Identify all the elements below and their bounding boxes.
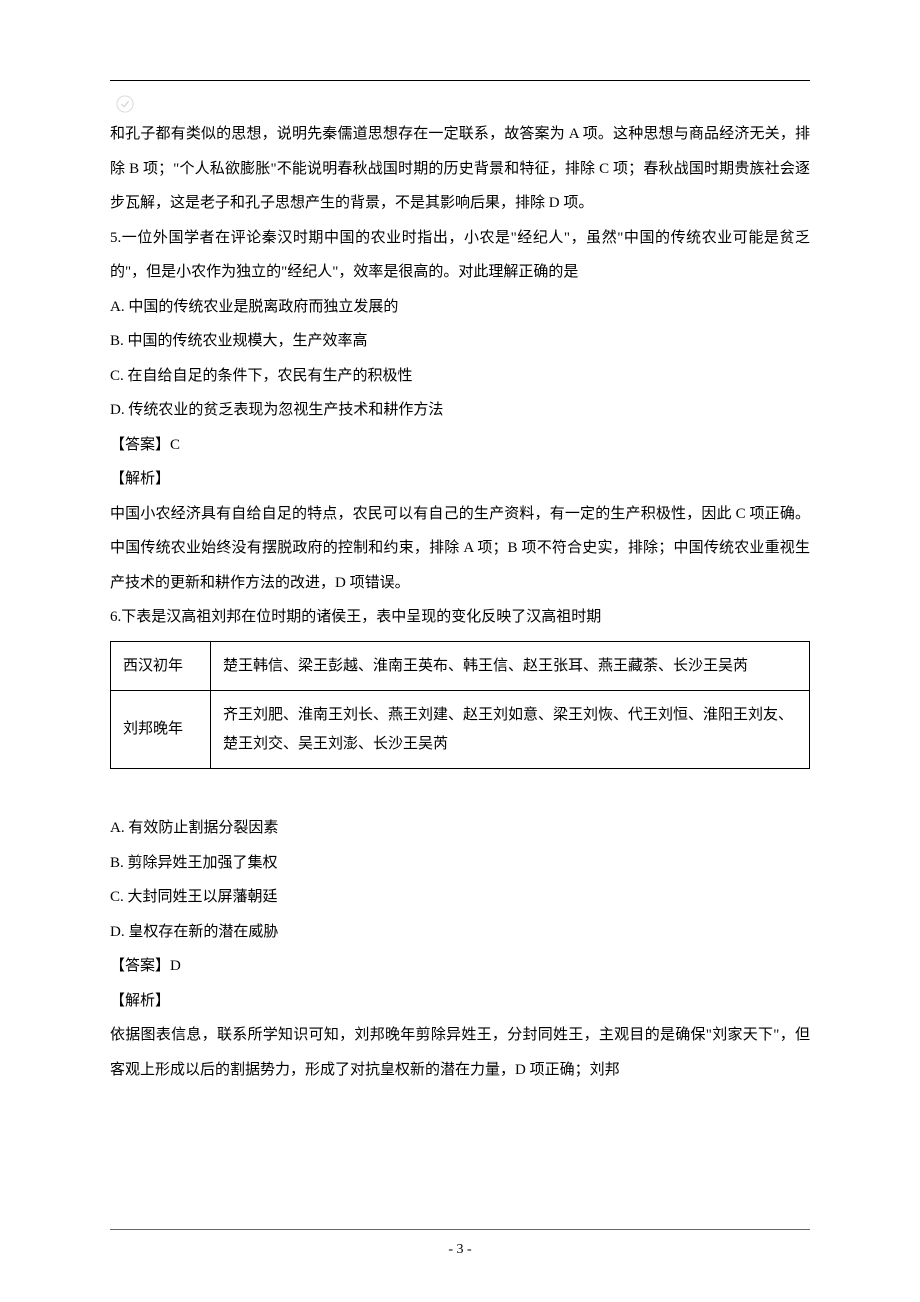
- q6-option-d: D. 皇权存在新的潜在威胁: [110, 915, 810, 950]
- table-row: 西汉初年 楚王韩信、梁王彭越、淮南王英布、韩王信、赵王张耳、燕王藏荼、长沙王吴芮: [111, 641, 810, 691]
- q6-option-b: B. 剪除异姓王加强了集权: [110, 846, 810, 881]
- q5-option-c: C. 在自给自足的条件下，农民有生产的积极性: [110, 359, 810, 394]
- table-row: 刘邦晚年 齐王刘肥、淮南王刘长、燕王刘建、赵王刘如意、梁王刘恢、代王刘恒、淮阳王…: [111, 691, 810, 769]
- q5-explanation-label: 【解析】: [110, 462, 810, 497]
- q6-option-a: A. 有效防止割据分裂因素: [110, 811, 810, 846]
- footer-rule: [110, 1229, 810, 1230]
- continuation-paragraph: 和孔子都有类似的思想，说明先秦儒道思想存在一定联系，故答案为 A 项。这种思想与…: [110, 117, 810, 221]
- table-cell-content: 齐王刘肥、淮南王刘长、燕王刘建、赵王刘如意、梁王刘恢、代王刘恒、淮阳王刘友、楚王…: [211, 691, 810, 769]
- q6-option-c: C. 大封同姓王以屏藩朝廷: [110, 880, 810, 915]
- table-cell-label: 刘邦晚年: [111, 691, 211, 769]
- q6-explanation-label: 【解析】: [110, 984, 810, 1019]
- header-rule: [110, 80, 810, 81]
- q6-stem: 6.下表是汉高祖刘邦在位时期的诸侯王，表中呈现的变化反映了汉高祖时期: [110, 600, 810, 635]
- q5-option-b: B. 中国的传统农业规模大，生产效率高: [110, 324, 810, 359]
- table-cell-content: 楚王韩信、梁王彭越、淮南王英布、韩王信、赵王张耳、燕王藏荼、长沙王吴芮: [211, 641, 810, 691]
- page-container: 和孔子都有类似的思想，说明先秦儒道思想存在一定联系，故答案为 A 项。这种思想与…: [0, 0, 920, 1127]
- page-number: - 3 -: [0, 1242, 920, 1258]
- q5-option-a: A. 中国的传统农业是脱离政府而独立发展的: [110, 290, 810, 325]
- table-cell-label: 西汉初年: [111, 641, 211, 691]
- q6-answer: 【答案】D: [110, 949, 810, 984]
- q6-explanation: 依据图表信息，联系所学知识可知，刘邦晚年剪除异姓王，分封同姓王，主观目的是确保"…: [110, 1018, 810, 1087]
- q5-option-d: D. 传统农业的贫乏表现为忽视生产技术和耕作方法: [110, 393, 810, 428]
- q5-explanation: 中国小农经济具有自给自足的特点，农民可以有自己的生产资料，有一定的生产积极性，因…: [110, 497, 810, 601]
- q6-table: 西汉初年 楚王韩信、梁王彭越、淮南王英布、韩王信、赵王张耳、燕王藏荼、长沙王吴芮…: [110, 641, 810, 770]
- watermark-icon: [116, 95, 134, 113]
- q5-stem: 5.一位外国学者在评论秦汉时期中国的农业时指出，小农是"经纪人"，虽然"中国的传…: [110, 221, 810, 290]
- q5-answer: 【答案】C: [110, 428, 810, 463]
